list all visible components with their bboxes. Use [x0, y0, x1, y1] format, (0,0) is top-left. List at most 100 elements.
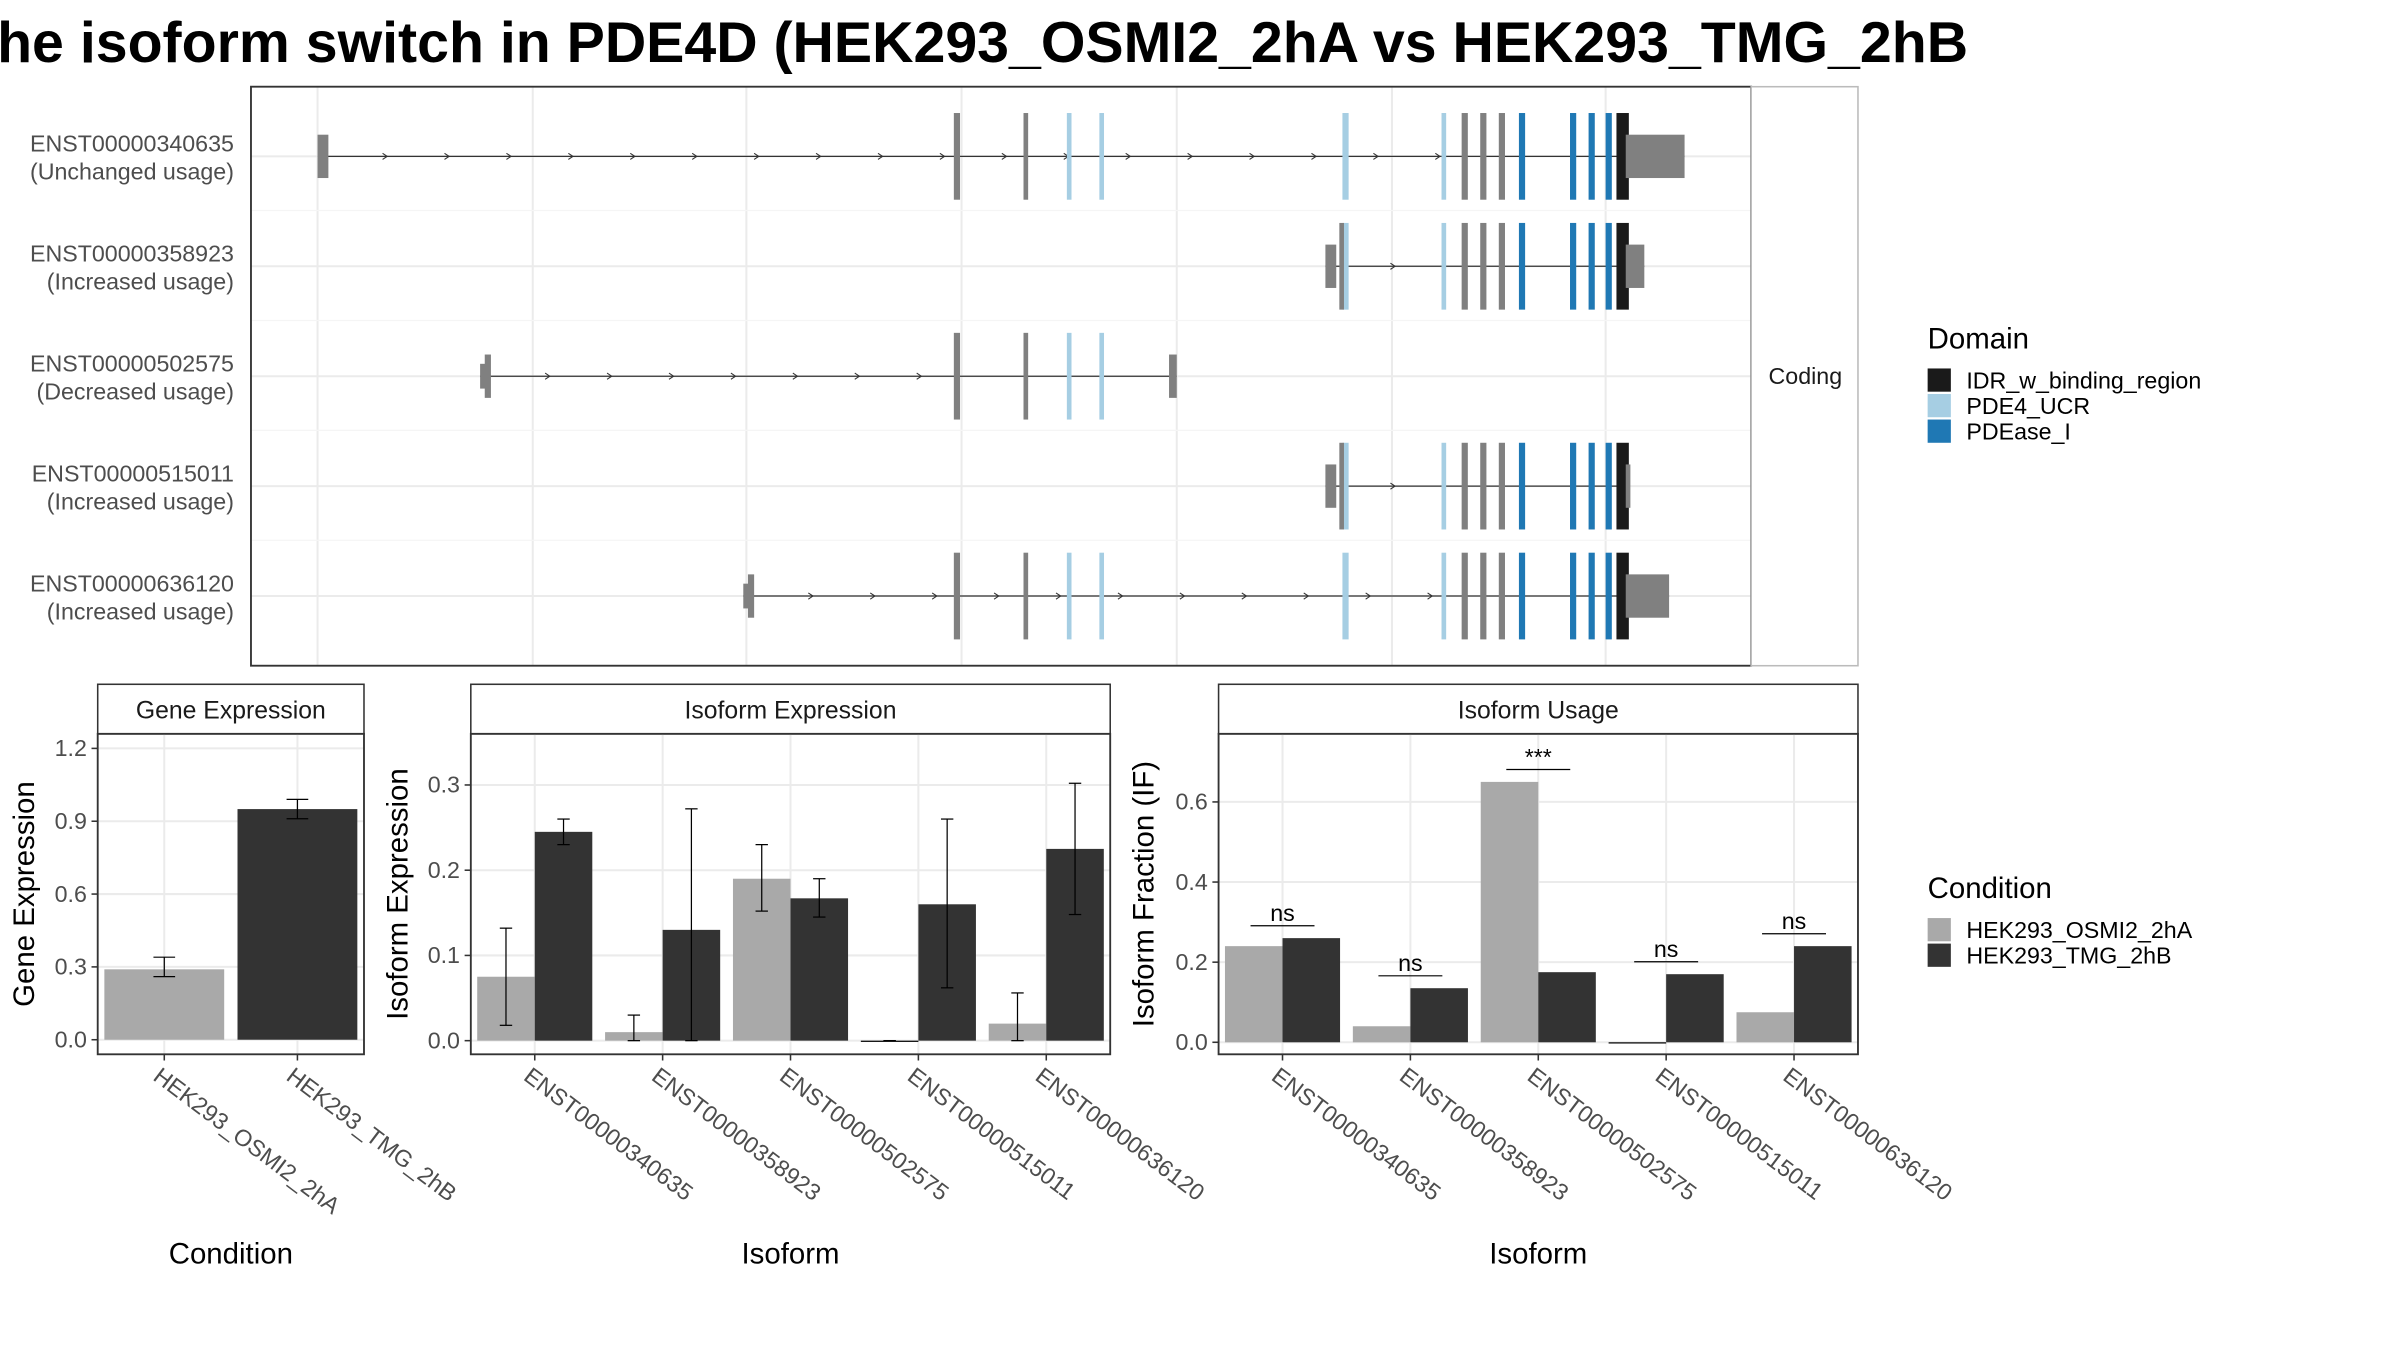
- legend-label: IDR_w_binding_region: [1966, 368, 2201, 394]
- exon-pdease: [1518, 113, 1526, 200]
- domain-legend-title: Domain: [1928, 322, 2029, 355]
- direction-arrow: [1390, 262, 1397, 270]
- y-tick-label: 0.2: [428, 857, 460, 883]
- legend-swatch: [1927, 419, 1951, 443]
- direction-arrow: [444, 152, 451, 160]
- direction-arrow: [1187, 152, 1194, 160]
- exon-pdease: [1518, 222, 1526, 310]
- legend-swatch: [1927, 368, 1951, 392]
- exon-first: [747, 574, 755, 618]
- transcript-id-label: ENST00000636120: [30, 570, 234, 596]
- y-tick-label: 0.1: [428, 942, 460, 968]
- exon-ucr: [1099, 552, 1105, 640]
- bar-panel-2: Isoform Expression0.00.10.20.3ENST000003…: [381, 683, 1209, 1270]
- significance-label: ns: [1270, 900, 1295, 926]
- transcript-id-label: ENST00000358923: [30, 241, 234, 267]
- direction-arrow: [854, 372, 861, 380]
- transcript-usage-label: (Increased usage): [47, 269, 234, 295]
- significance-label: ***: [1525, 744, 1552, 770]
- direction-arrow: [606, 372, 613, 380]
- y-tick-label: 1.2: [55, 735, 87, 761]
- panel-strip: [1217, 683, 1859, 735]
- bar-HEK293_OSMI2_2hA-ENST00000515011: [860, 1040, 919, 1042]
- condition-legend-label: HEK293_OSMI2_2hA: [1966, 917, 2192, 943]
- exon-utr-3: [1625, 244, 1645, 288]
- exon-noncoding_exon: [1461, 552, 1468, 640]
- exon-pdease: [1570, 552, 1577, 640]
- panel-strip: [470, 683, 1111, 735]
- bar-HEK293_TMG_2hB-ENST00000502575: [1538, 972, 1596, 1043]
- exon-ucr: [1342, 222, 1349, 310]
- condition-legend-label: HEK293_TMG_2hB: [1966, 943, 2171, 969]
- y-tick-label: 0.4: [1175, 869, 1207, 895]
- structure-panel: ENST00000340635(Unchanged usage) ENST0000…: [30, 85, 1859, 667]
- y-axis-title: Isoform Fraction (IF): [1128, 761, 1161, 1027]
- transcript-usage-label: (Decreased usage): [36, 378, 233, 404]
- exon-ucr: [1441, 442, 1447, 530]
- exon-pdease: [1605, 113, 1612, 200]
- exon-noncoding_exon: [1461, 442, 1468, 530]
- y-tick-label: 0.3: [55, 954, 87, 980]
- bar-HEK293_TMG_2hB-ENST00000502575: [790, 898, 849, 1041]
- bar-HEK293_TMG_2hB-ENST00000340635: [1282, 938, 1341, 1043]
- transcript-ENST00000502575: ENST00000502575(Decreased usage): [30, 332, 1177, 420]
- exon-pdease: [1605, 552, 1612, 640]
- direction-arrow: [1055, 592, 1062, 600]
- transcript-id-label: ENST00000515011: [32, 460, 234, 486]
- condition-legend-title: Condition: [1928, 872, 2052, 905]
- exon-noncoding_exon: [1023, 552, 1029, 640]
- exon-pdease: [1518, 552, 1526, 640]
- transcript-id-label: ENST00000502575: [30, 351, 234, 377]
- exon-noncoding_exon: [1498, 442, 1505, 530]
- exon-coding-start: [1339, 222, 1344, 310]
- transcript-usage-label: (Increased usage): [47, 598, 234, 624]
- y-tick-label: 0.3: [428, 772, 460, 798]
- exon-ucr: [1342, 552, 1349, 640]
- bar-panel-1: Gene Expression0.00.30.60.91.2HEK293_OSM…: [8, 683, 462, 1270]
- exon-pdease: [1588, 113, 1595, 200]
- exon-utr-3: [1625, 464, 1631, 508]
- direction-arrow: [1303, 592, 1310, 600]
- bar-panel-3: Isoform Usage0.00.20.40.6nsns***nsnsENST…: [1128, 683, 1957, 1270]
- exon-first: [484, 354, 491, 398]
- exon-noncoding_exon: [953, 113, 961, 200]
- exon-coding-start: [1339, 442, 1344, 530]
- transcript-ENST00000515011: ENST00000515011(Increased usage): [32, 442, 1631, 530]
- direction-arrow: [668, 372, 675, 380]
- direction-arrow: [1365, 592, 1372, 600]
- significance-label: ns: [1654, 936, 1679, 962]
- bar-HEK293_TMG_2hB: [237, 809, 358, 1040]
- direction-arrow: [993, 592, 1000, 600]
- panel-border: [96, 732, 365, 1056]
- exon-utr-3: [1169, 354, 1177, 398]
- exon-noncoding_exon: [1480, 552, 1487, 640]
- bar-HEK293_OSMI2_2hA-ENST00000515011: [1608, 1042, 1667, 1044]
- y-axis-title: Gene Expression: [8, 781, 41, 1007]
- exon-ucr: [1342, 442, 1349, 530]
- legend-label: PDE4_UCR: [1966, 393, 2090, 419]
- transcript-ENST00000636120: ENST00000636120(Increased usage): [30, 552, 1670, 640]
- exon-noncoding_exon: [1498, 222, 1505, 310]
- legend-label: PDEase_I: [1966, 419, 2071, 445]
- bar-HEK293_OSMI2_2hA-ENST00000358923: [1352, 1026, 1411, 1043]
- exon-pdease: [1570, 222, 1577, 310]
- transcript-id-label: ENST00000340635: [30, 131, 234, 157]
- exon-pdease: [1605, 222, 1612, 310]
- x-axis-title: Isoform: [741, 1237, 839, 1270]
- exon-pdease: [1518, 442, 1526, 530]
- direction-arrow: [916, 372, 923, 380]
- exon-noncoding_exon: [1498, 552, 1505, 640]
- transcript-usage-label: (Unchanged usage): [30, 159, 234, 185]
- domain-legend: Domain IDR_w_binding_regionPDE4_UCRPDEase…: [1927, 322, 2201, 445]
- exon-ucr: [1099, 113, 1105, 200]
- bar-HEK293_OSMI2_2hA-ENST00000502575: [1480, 781, 1539, 1043]
- exon-ucr: [1441, 552, 1447, 640]
- direction-arrow: [1241, 592, 1248, 600]
- y-tick-label: 0.0: [55, 1026, 87, 1052]
- y-tick-label: 0.0: [1175, 1029, 1207, 1055]
- panel-title: Isoform Usage: [1458, 697, 1619, 724]
- y-tick-label: 0.9: [55, 808, 87, 834]
- exon-pdease: [1570, 113, 1577, 200]
- exon-ucr: [1066, 113, 1072, 200]
